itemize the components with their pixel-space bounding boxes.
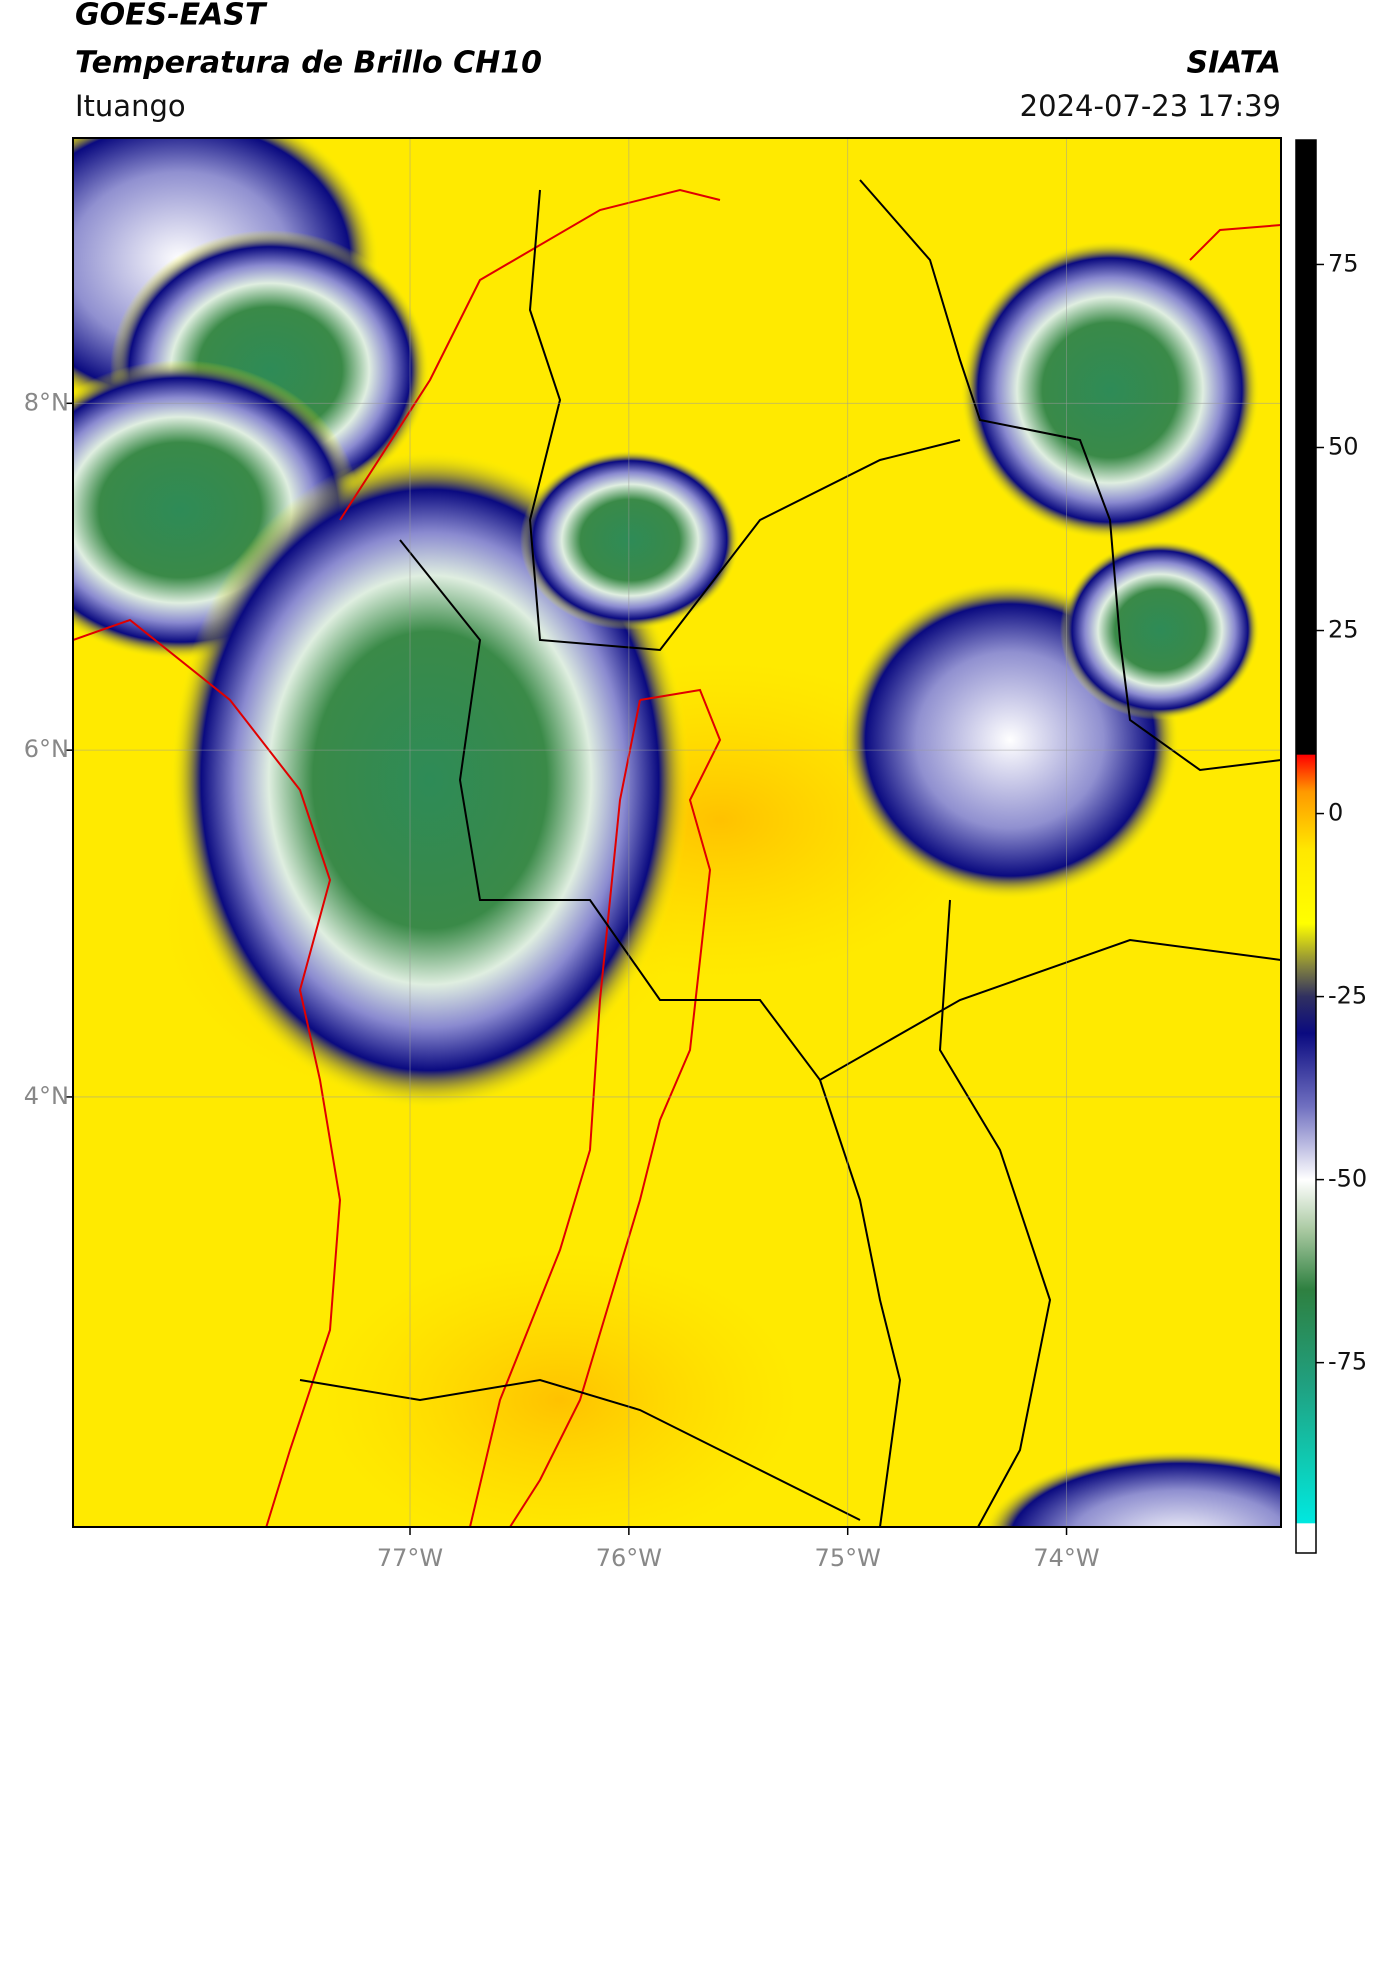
date: 2024-07-23 17:39 — [1020, 89, 1281, 123]
colorbar-tick-label: -25 — [1328, 982, 1367, 1010]
source: SIATA — [1187, 46, 1281, 81]
map-frame — [72, 137, 1282, 1528]
colorbar-tick-label: -75 — [1328, 1348, 1367, 1376]
location: Ituango — [75, 89, 186, 123]
y-tick-label: 8°N — [24, 388, 69, 416]
colorbar-tick-label: 50 — [1328, 432, 1359, 460]
colorbar — [1295, 139, 1317, 1554]
subtitle: Temperatura de Brillo CH10 — [75, 46, 542, 81]
map-image — [73, 138, 1281, 1527]
x-tick-label: 77°W — [377, 1544, 443, 1572]
colorbar-tick-label: 0 — [1328, 799, 1343, 827]
x-tick-label: 74°W — [1033, 1544, 1099, 1572]
y-tick-label: 6°N — [24, 735, 69, 763]
grid — [73, 138, 1281, 1527]
x-tick-label: 76°W — [596, 1544, 662, 1572]
y-tick-label: 4°N — [24, 1082, 69, 1110]
colorbar-tick-label: -50 — [1328, 1165, 1367, 1193]
colorbar-tick-label: 25 — [1328, 616, 1359, 644]
x-tick-label: 75°W — [815, 1544, 881, 1572]
title: GOES-EAST — [75, 0, 268, 33]
colorbar-tick-label: 75 — [1328, 249, 1359, 277]
